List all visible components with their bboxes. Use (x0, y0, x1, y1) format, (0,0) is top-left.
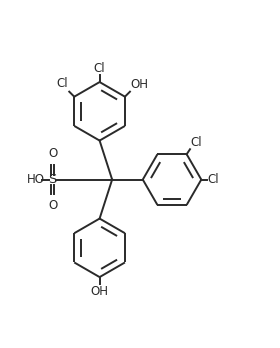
Text: Cl: Cl (94, 62, 105, 74)
Text: O: O (48, 199, 57, 212)
Text: S: S (49, 173, 57, 186)
Text: OH: OH (91, 285, 109, 298)
Text: O: O (48, 147, 57, 160)
Text: Cl: Cl (56, 77, 68, 90)
Text: Cl: Cl (207, 173, 219, 186)
Text: OH: OH (130, 78, 148, 91)
Text: HO: HO (27, 173, 45, 186)
Text: Cl: Cl (191, 136, 202, 149)
